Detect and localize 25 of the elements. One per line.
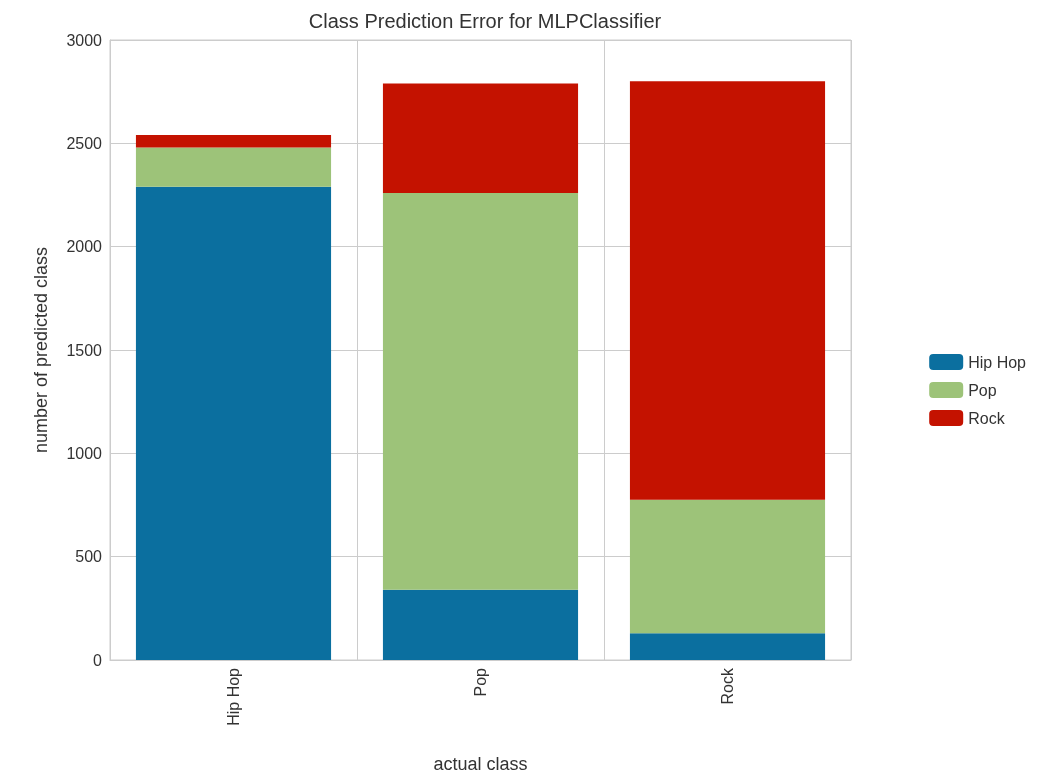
legend-label: Rock [968, 409, 1006, 427]
y-tick-label: 1000 [66, 444, 103, 462]
y-axis-title: number of predicted class [31, 246, 51, 454]
x-tick-label: Hip Hop [225, 667, 242, 726]
bar [382, 589, 579, 660]
y-tick-label: 1500 [66, 341, 103, 359]
x-axis-title: actual class [433, 754, 528, 774]
y-tick-label: 0 [93, 651, 103, 669]
bar [382, 83, 579, 193]
bar [135, 135, 332, 148]
chart-title: Class Prediction Error for MLPClassifier [308, 10, 662, 32]
x-tick-label: Pop [472, 667, 489, 697]
y-tick-label: 3000 [66, 31, 103, 49]
y-tick-label: 2000 [66, 238, 103, 256]
y-tick-label: 2500 [66, 134, 103, 152]
y-tick-label: 500 [75, 548, 103, 566]
legend-label: Pop [968, 381, 997, 399]
x-tick-label: Rock [719, 667, 736, 705]
bar [629, 499, 826, 634]
bar [135, 186, 332, 660]
legend-label: Hip Hop [968, 353, 1027, 371]
bar [629, 633, 826, 660]
bar [135, 147, 332, 187]
bar [382, 192, 579, 590]
bar [629, 81, 826, 500]
